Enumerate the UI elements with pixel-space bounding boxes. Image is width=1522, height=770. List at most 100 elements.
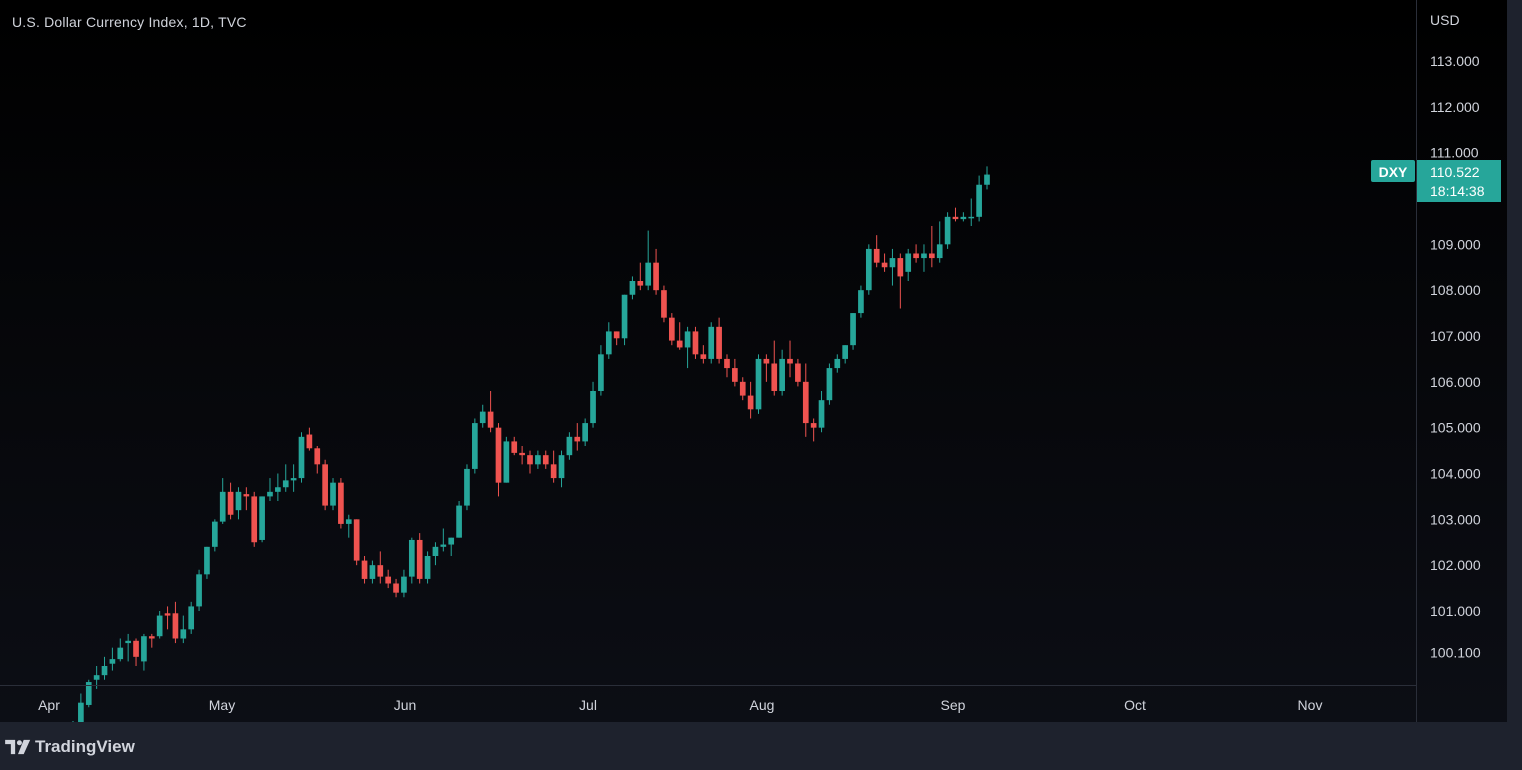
candle[interactable] <box>440 528 447 552</box>
candle[interactable] <box>424 551 431 584</box>
candle[interactable] <box>495 423 502 497</box>
candle[interactable] <box>527 450 533 474</box>
candle[interactable] <box>401 569 407 598</box>
candle[interactable] <box>487 391 494 433</box>
candle[interactable] <box>314 446 321 474</box>
candle[interactable] <box>464 464 470 511</box>
candle[interactable] <box>306 427 313 451</box>
candle[interactable] <box>219 478 226 524</box>
candle[interactable] <box>353 519 360 566</box>
candlestick-chart[interactable]: USD 113.000112.000111.000109.000108.0001… <box>0 0 1507 722</box>
candle[interactable] <box>905 248 912 281</box>
candle[interactable] <box>275 473 281 502</box>
candle[interactable] <box>637 262 644 291</box>
candle[interactable] <box>361 556 368 584</box>
candle[interactable] <box>653 248 659 295</box>
candle[interactable] <box>542 450 549 469</box>
candle[interactable] <box>290 464 297 492</box>
candle[interactable] <box>755 354 762 414</box>
candle[interactable] <box>873 235 880 268</box>
candle[interactable] <box>566 432 573 460</box>
candle[interactable] <box>850 313 856 350</box>
candle[interactable] <box>385 569 392 589</box>
candle[interactable] <box>117 638 124 662</box>
candle[interactable] <box>598 345 604 396</box>
candle[interactable] <box>535 450 541 469</box>
candle[interactable] <box>779 349 785 396</box>
candle[interactable] <box>298 432 305 483</box>
candle[interactable] <box>913 244 919 263</box>
candle[interactable] <box>763 354 770 382</box>
candle[interactable] <box>503 436 510 483</box>
candle[interactable] <box>235 487 242 520</box>
candle[interactable] <box>172 601 179 644</box>
candle[interactable] <box>818 391 825 433</box>
candle[interactable] <box>472 418 478 474</box>
candle[interactable] <box>787 340 793 378</box>
candle[interactable] <box>629 276 636 300</box>
candle[interactable] <box>204 546 210 579</box>
candle[interactable] <box>141 633 147 671</box>
chart-area[interactable]: USD 113.000 112.000 111.000 109.000 108.000 1… <box>0 0 1507 722</box>
candle[interactable] <box>802 363 809 437</box>
candle[interactable] <box>282 464 289 492</box>
candle[interactable] <box>408 537 415 584</box>
candle[interactable] <box>180 615 187 644</box>
candle[interactable] <box>338 478 344 529</box>
candle[interactable] <box>148 633 155 648</box>
candle[interactable] <box>574 423 581 451</box>
candle[interactable] <box>842 345 849 364</box>
candle[interactable] <box>156 611 163 639</box>
candle[interactable] <box>558 450 565 488</box>
candle[interactable] <box>251 491 258 547</box>
candle[interactable] <box>921 244 927 272</box>
candle[interactable] <box>739 377 746 401</box>
candle[interactable] <box>164 606 171 630</box>
candle[interactable] <box>267 478 273 501</box>
candle[interactable] <box>125 633 131 662</box>
candle[interactable] <box>668 313 675 346</box>
candle[interactable] <box>676 322 683 350</box>
candle[interactable] <box>322 459 328 511</box>
candle[interactable] <box>416 533 423 584</box>
candle[interactable] <box>369 560 376 584</box>
candle[interactable] <box>605 322 612 359</box>
candle[interactable] <box>109 647 116 671</box>
candle[interactable] <box>550 450 557 483</box>
candle[interactable] <box>747 381 754 419</box>
candle[interactable] <box>834 354 841 373</box>
candle[interactable] <box>377 551 384 584</box>
candle[interactable] <box>795 358 801 387</box>
candle[interactable] <box>196 569 202 611</box>
candle[interactable] <box>700 345 707 364</box>
candle[interactable] <box>511 436 518 456</box>
candle[interactable] <box>101 656 108 680</box>
candle[interactable] <box>692 326 699 359</box>
candle[interactable] <box>645 230 652 291</box>
candle[interactable] <box>952 207 959 222</box>
candle[interactable] <box>858 285 864 318</box>
candle[interactable] <box>345 514 352 538</box>
candle[interactable] <box>732 358 738 387</box>
tradingview-logo[interactable]: TradingView <box>4 736 135 758</box>
candle[interactable] <box>936 221 943 263</box>
candle[interactable] <box>661 285 667 323</box>
candle[interactable] <box>976 175 982 222</box>
candle[interactable] <box>968 198 975 227</box>
candle[interactable] <box>621 294 628 346</box>
candle[interactable] <box>944 212 951 249</box>
candle[interactable] <box>85 679 92 708</box>
candle[interactable] <box>479 404 486 428</box>
candle[interactable] <box>393 578 399 598</box>
candle[interactable] <box>456 501 462 538</box>
candle[interactable] <box>259 496 265 543</box>
candle[interactable] <box>432 542 439 566</box>
candle[interactable] <box>826 363 833 405</box>
candle[interactable] <box>613 331 620 346</box>
candle[interactable] <box>448 537 455 556</box>
candle[interactable] <box>889 248 896 286</box>
candle[interactable] <box>984 166 990 190</box>
candle[interactable] <box>929 226 935 268</box>
candle[interactable] <box>211 519 218 552</box>
candle[interactable] <box>865 244 872 295</box>
